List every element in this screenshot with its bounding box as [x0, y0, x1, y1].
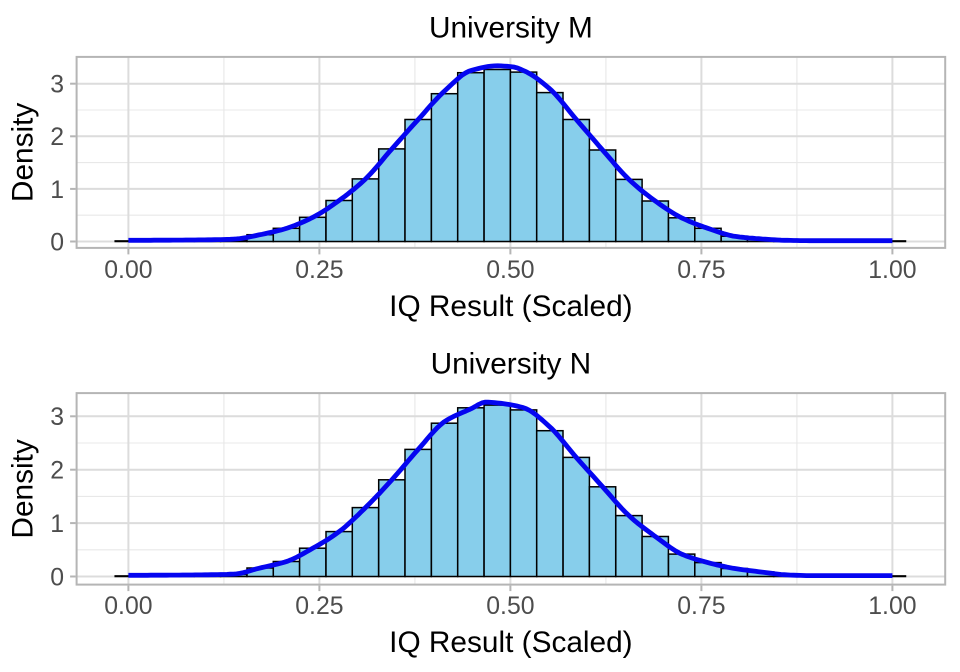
svg-text:1: 1	[50, 177, 64, 204]
svg-text:University M: University M	[429, 11, 593, 44]
svg-text:IQ Result (Scaled): IQ Result (Scaled)	[389, 290, 632, 323]
svg-text:0.00: 0.00	[104, 593, 152, 620]
svg-text:University N: University N	[431, 348, 592, 381]
svg-text:1.00: 1.00	[868, 257, 916, 284]
svg-text:Density: Density	[7, 439, 40, 538]
svg-text:0.75: 0.75	[677, 593, 725, 620]
svg-text:0: 0	[50, 229, 64, 256]
svg-text:0.25: 0.25	[295, 257, 343, 284]
svg-text:0.50: 0.50	[486, 257, 534, 284]
svg-text:Density: Density	[7, 103, 40, 202]
svg-text:IQ Result (Scaled): IQ Result (Scaled)	[389, 626, 632, 659]
svg-text:0.50: 0.50	[486, 593, 534, 620]
svg-text:3: 3	[50, 404, 64, 431]
svg-text:2: 2	[50, 124, 64, 151]
svg-text:2: 2	[50, 458, 64, 485]
svg-text:0.00: 0.00	[104, 257, 152, 284]
svg-text:1.00: 1.00	[868, 593, 916, 620]
svg-text:0: 0	[50, 564, 64, 591]
svg-text:0.75: 0.75	[677, 257, 725, 284]
svg-text:1: 1	[50, 511, 64, 538]
svg-text:3: 3	[50, 72, 64, 99]
svg-text:0.25: 0.25	[295, 593, 343, 620]
